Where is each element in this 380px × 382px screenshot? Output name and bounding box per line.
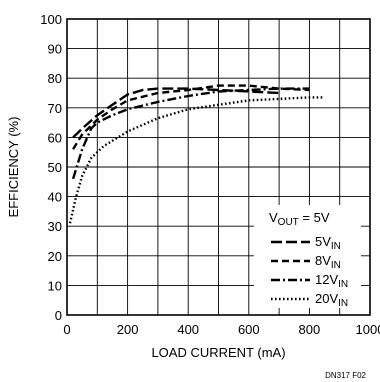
y-tick-label: 100 <box>40 12 62 27</box>
y-tick-label: 40 <box>48 190 62 205</box>
x-tick-label: 800 <box>299 322 321 337</box>
y-tick-label: 0 <box>55 308 62 323</box>
figure-id: DN317 F02 <box>325 371 366 380</box>
y-tick-label: 80 <box>48 71 62 86</box>
x-axis-label: LOAD CURRENT (mA) <box>151 345 285 360</box>
y-axis-ticks: 0 10 20 30 40 50 60 70 80 90 100 <box>40 12 62 323</box>
x-tick-label: 600 <box>238 322 260 337</box>
y-tick-label: 60 <box>48 130 62 145</box>
y-tick-label: 70 <box>48 101 62 116</box>
y-axis-label: EFFICIENCY (%) <box>6 117 21 218</box>
x-tick-label: 400 <box>177 322 199 337</box>
y-tick-label: 50 <box>48 160 62 175</box>
y-tick-label: 90 <box>48 42 62 57</box>
y-tick-label: 10 <box>48 278 62 293</box>
series-line-12vin <box>73 89 309 179</box>
x-tick-label: 200 <box>117 322 139 337</box>
y-tick-label: 20 <box>48 249 62 264</box>
series-group <box>70 86 325 224</box>
x-tick-label: 0 <box>63 322 70 337</box>
y-tick-label: 30 <box>48 219 62 234</box>
series-line-5vin <box>73 89 279 138</box>
